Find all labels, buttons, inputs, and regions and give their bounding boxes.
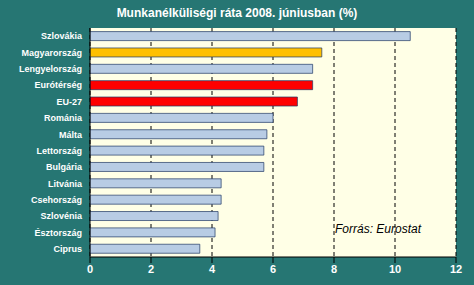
svg-text:10: 10 bbox=[389, 263, 401, 275]
svg-text:Szlovénia: Szlovénia bbox=[40, 211, 83, 221]
svg-text:Málta: Málta bbox=[59, 130, 83, 140]
svg-text:4: 4 bbox=[209, 263, 216, 275]
svg-text:Ciprus: Ciprus bbox=[53, 244, 82, 254]
svg-text:Bulgária: Bulgária bbox=[46, 162, 83, 172]
svg-text:2: 2 bbox=[148, 263, 154, 275]
svg-text:Szlovákia: Szlovákia bbox=[41, 31, 83, 41]
svg-text:Románia: Románia bbox=[44, 113, 83, 123]
svg-text:0: 0 bbox=[87, 263, 93, 275]
svg-text:Eurótérség: Eurótérség bbox=[34, 80, 82, 90]
svg-text:12: 12 bbox=[450, 263, 462, 275]
html-text:Munkanélküliségi ráta 2008. jú: Munkanélküliségi ráta 2008. júniusban (%… bbox=[116, 6, 358, 20]
svg-text:Lettország: Lettország bbox=[36, 146, 82, 156]
svg-text:6: 6 bbox=[270, 263, 276, 275]
svg-text:EU-27: EU-27 bbox=[56, 97, 82, 107]
html-text:Forrás: Eurostat: Forrás: Eurostat bbox=[335, 222, 421, 236]
svg-text:8: 8 bbox=[331, 263, 337, 275]
svg-text:Lengyelország: Lengyelország bbox=[19, 64, 82, 74]
svg-text:Csehország: Csehország bbox=[31, 195, 82, 205]
svg-text:Észtország: Észtország bbox=[34, 228, 82, 238]
svg-text:Magyarország: Magyarország bbox=[21, 48, 82, 58]
svg-text:Litvánia: Litvánia bbox=[48, 179, 83, 189]
